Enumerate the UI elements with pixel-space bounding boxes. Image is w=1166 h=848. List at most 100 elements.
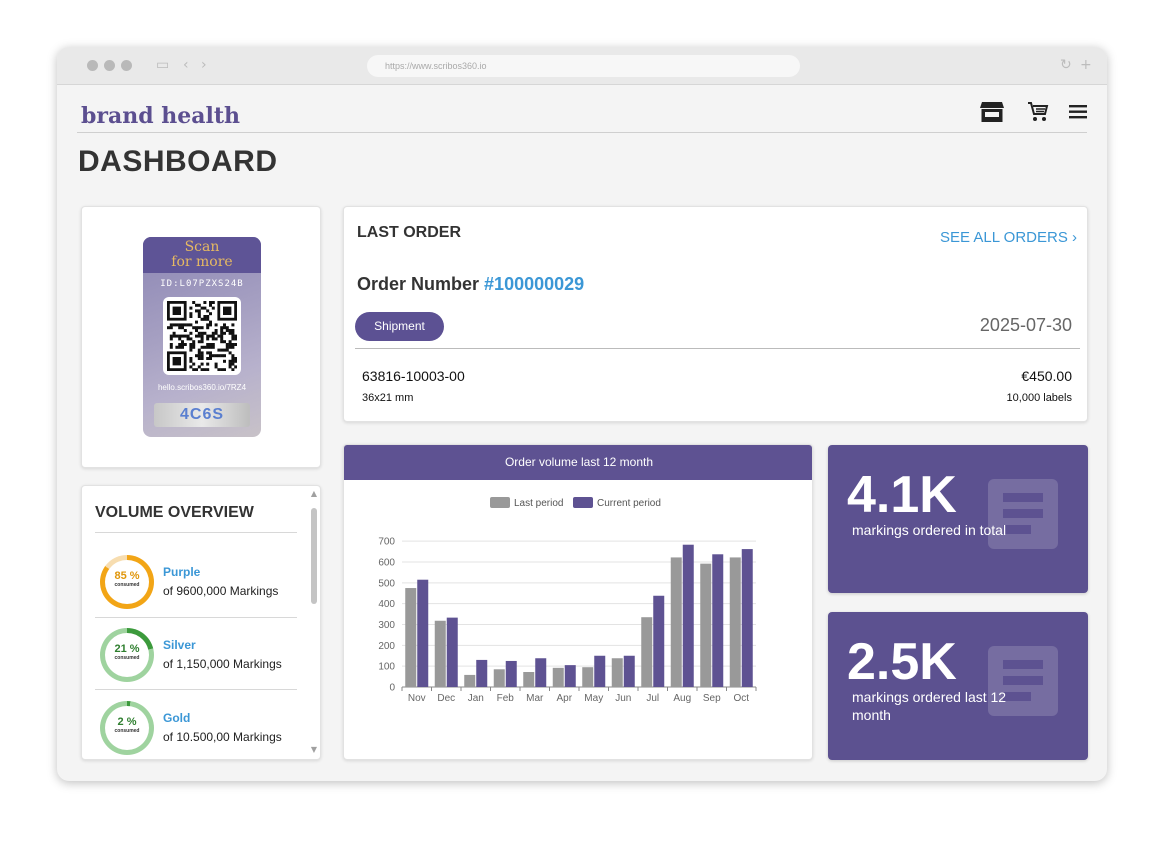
bar-last-may [582, 667, 594, 687]
y-tick-label: 400 [378, 599, 395, 610]
order-volume-chart-card: Order volume last 12 month Last period Cu… [343, 444, 813, 760]
x-tick-label: Dec [437, 693, 455, 704]
qr-code-icon [167, 301, 238, 372]
order-volume-chart: Last period Current period 0 100 200 300 400 50… [378, 497, 757, 704]
volume-item-name: Silver [163, 638, 196, 652]
x-tick-label: Apr [556, 693, 572, 704]
order-number-link[interactable]: #100000029 [484, 274, 585, 294]
legend-label-0: Last period [514, 498, 563, 509]
bar-last-sep [700, 563, 712, 687]
brand-logo[interactable]: brand health [81, 103, 241, 129]
x-tick-label: Jul [646, 693, 659, 704]
x-tick-label: Mar [526, 693, 544, 704]
back-icon[interactable]: ‹ [183, 57, 189, 73]
y-tick-label: 300 [378, 620, 395, 631]
volume-item-name: Gold [163, 711, 191, 725]
scroll-thumb[interactable] [311, 508, 317, 604]
last-order-title: LAST ORDER [357, 224, 461, 241]
order-sku: 63816-10003-00 [362, 368, 465, 384]
volume-item-name: Purple [163, 565, 201, 579]
forward-icon[interactable]: › [201, 57, 207, 73]
address-bar[interactable]: https://www.scribos360.io [367, 55, 800, 77]
ring-consumed-label: consumed [114, 582, 140, 588]
window-close-dot[interactable] [87, 60, 98, 71]
volume-item-silver[interactable]: 21 % consumed Silver of 1,150,000 Markin… [95, 625, 297, 685]
bar-current-sep [712, 554, 724, 687]
bar-last-feb [493, 669, 505, 687]
new-tab-icon[interactable]: + [1080, 57, 1092, 73]
label-preview-card: Scan for more ID:L07PZXS24B hello.scribo… [81, 206, 321, 468]
label-title-line2: for more [171, 254, 233, 270]
order-dimensions: 36x21 mm [362, 392, 414, 404]
last-order-card: LAST ORDER SEE ALL ORDERS › Order Number… [343, 206, 1088, 422]
window-maximize-dot[interactable] [121, 60, 132, 71]
see-all-orders-link[interactable]: SEE ALL ORDERS › [940, 229, 1077, 246]
reload-icon[interactable]: ↻ [1060, 57, 1072, 73]
volume-overview-title: VOLUME OVERVIEW [95, 504, 254, 521]
volume-scrollbar[interactable]: ▲ ▼ [309, 486, 319, 759]
x-tick-label: Jun [615, 693, 631, 704]
menu-icon[interactable] [1069, 104, 1087, 120]
scroll-down-icon[interactable]: ▼ [310, 745, 318, 754]
volume-divider [95, 689, 297, 690]
label-url: hello.scribos360.io/7RZ4 [157, 383, 247, 392]
label-title-line1: Scan [184, 239, 220, 255]
window-minimize-dot[interactable] [104, 60, 115, 71]
progress-ring: 2 % consumed [100, 701, 154, 755]
y-tick-label: 600 [378, 558, 395, 569]
volume-item-purple[interactable]: 85 % consumed Purple of 9600,000 Marking… [95, 552, 297, 612]
y-tick-label: 200 [378, 641, 395, 652]
bar-current-nov [417, 579, 429, 687]
store-icon[interactable] [980, 101, 1004, 123]
ring-percent: 85 % [114, 570, 140, 582]
header-divider [77, 132, 1087, 133]
bar-last-dec [434, 620, 446, 687]
bar-current-may [594, 655, 606, 687]
chart-title: Order volume last 12 month [344, 445, 812, 480]
label-banner: Scan for more [143, 237, 261, 273]
label-id: ID:L07PZXS24B [160, 279, 244, 289]
ring-consumed-label: consumed [114, 728, 140, 734]
order-divider [355, 348, 1080, 349]
x-tick-label: Oct [733, 693, 749, 704]
sidebar-toggle-icon[interactable]: ▭ [156, 57, 170, 73]
ring-percent: 2 % [117, 716, 137, 728]
yearly-markings-card: 2.5K markings ordered last 12 month [828, 612, 1088, 760]
browser-window: ▭ ‹ › https://www.scribos360.io ↻ + bran… [57, 47, 1107, 781]
volume-item-gold[interactable]: 2 % consumed Gold of 10.500,00 Markings [95, 698, 297, 758]
page-title: DASHBOARD [78, 145, 278, 178]
ring-percent: 21 % [114, 643, 140, 655]
bar-last-aug [670, 557, 682, 687]
x-tick-label: Sep [703, 693, 721, 704]
bar-last-mar [523, 672, 535, 687]
bar-last-nov [405, 588, 417, 687]
shipment-status-button[interactable]: Shipment [355, 312, 444, 341]
bar-last-jun [611, 658, 623, 687]
total-markings-card: 4.1K markings ordered in total [828, 445, 1088, 593]
bar-current-jul [653, 595, 665, 687]
yearly-markings-value: 2.5K [847, 633, 957, 691]
bar-current-feb [505, 660, 517, 687]
volume-divider [95, 532, 297, 533]
browser-toolbar: ▭ ‹ › https://www.scribos360.io ↻ + [57, 47, 1107, 85]
bar-current-dec [446, 617, 458, 687]
volume-overview-card: VOLUME OVERVIEW 85 % consumed Purple of … [81, 485, 321, 760]
document-icon [988, 646, 1058, 716]
volume-item-count: of 9600,000 Markings [163, 584, 279, 598]
cart-icon[interactable] [1027, 101, 1049, 123]
scroll-up-icon[interactable]: ▲ [310, 489, 318, 498]
bar-current-jun [623, 655, 635, 687]
yearly-markings-label: markings ordered last 12 month [852, 689, 1007, 723]
y-tick-label: 100 [378, 662, 395, 673]
x-tick-label: Aug [673, 693, 691, 704]
legend-label-1: Current period [597, 498, 661, 509]
y-tick-label: 0 [389, 683, 395, 694]
x-tick-label: May [584, 693, 603, 704]
x-tick-label: Feb [497, 693, 515, 704]
bar-last-jan [464, 674, 476, 687]
bar-current-aug [682, 544, 694, 687]
x-tick-label: Nov [408, 693, 426, 704]
order-price: €450.00 [1021, 368, 1072, 384]
order-date: 2025-07-30 [979, 315, 1072, 335]
order-number: Order Number #100000029 [357, 274, 584, 295]
